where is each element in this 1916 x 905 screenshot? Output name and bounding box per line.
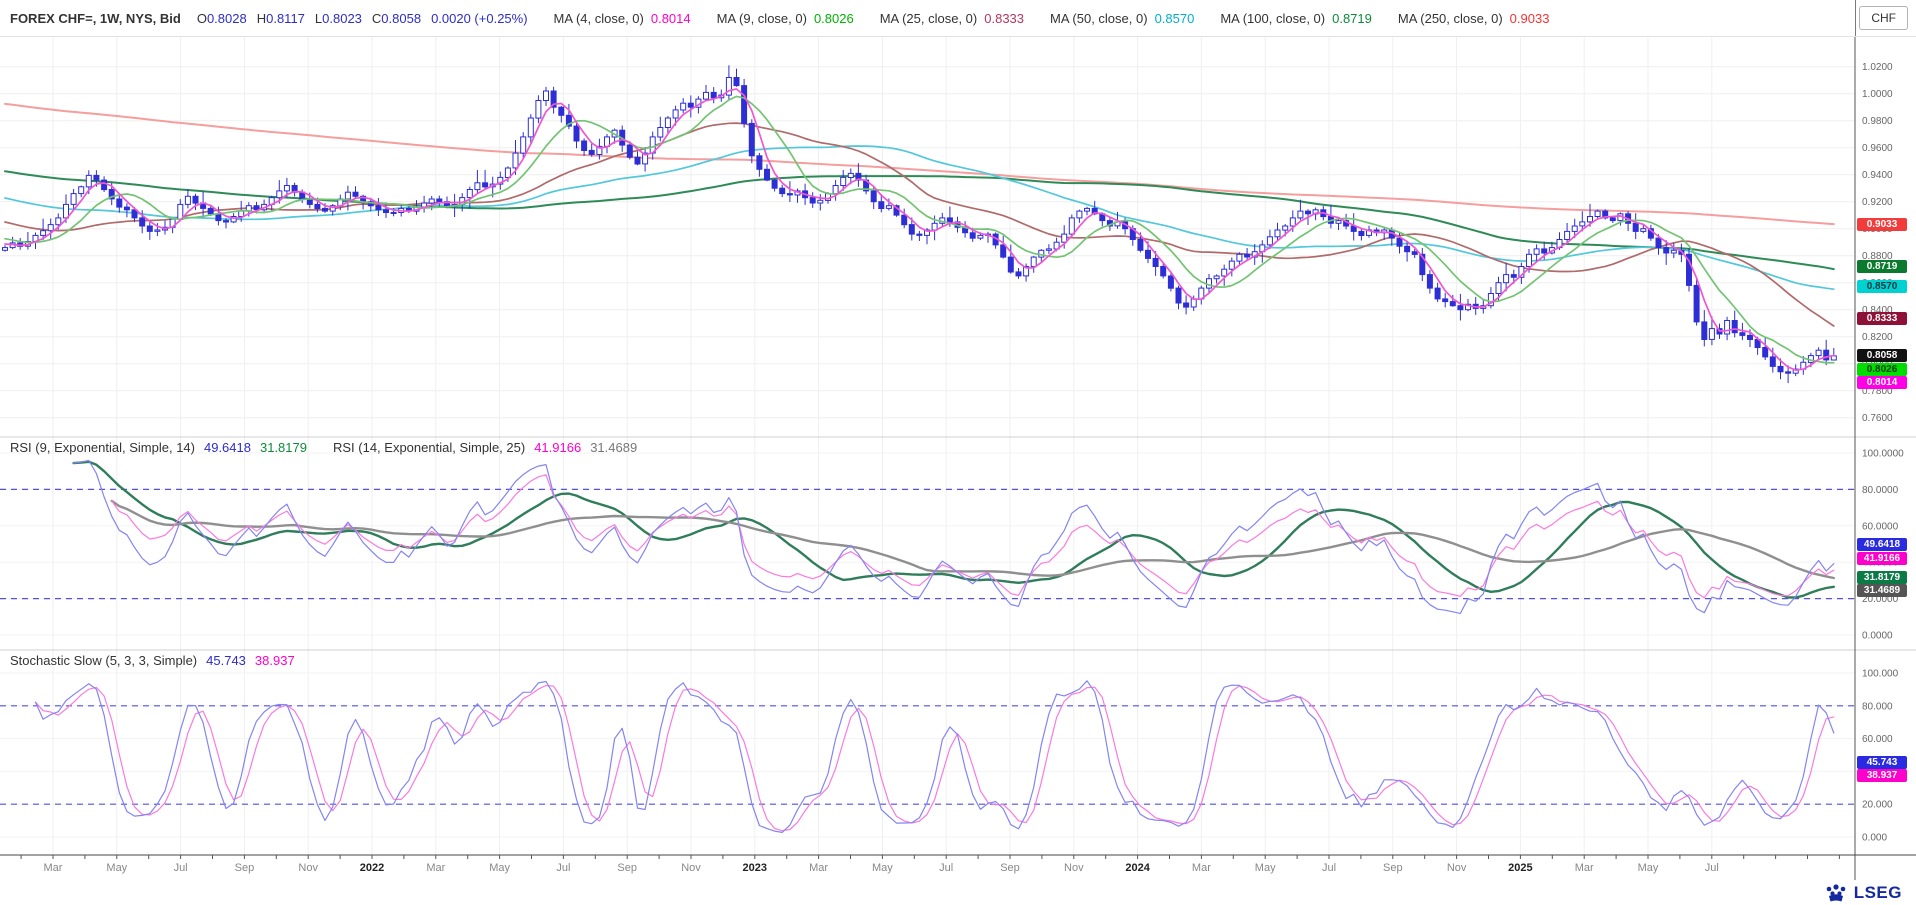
ma-legend: MA (4, close, 0) 0.8014 MA (9, close, 0) 0.… bbox=[528, 11, 1550, 26]
svg-text:0.0000: 0.0000 bbox=[1862, 631, 1893, 642]
legend-text: RSI (14, Exponential, Simple, 25) bbox=[332, 440, 526, 455]
svg-text:Sep: Sep bbox=[1000, 862, 1020, 874]
svg-text:20.000: 20.000 bbox=[1862, 800, 1893, 811]
ma-legend-item[interactable]: MA (50, close, 0) 0.8570 bbox=[1050, 10, 1195, 26]
svg-text:Nov: Nov bbox=[1447, 862, 1467, 874]
lseg-logo-icon bbox=[1826, 883, 1846, 901]
svg-text:100.000: 100.000 bbox=[1862, 669, 1899, 680]
svg-text:0.9600: 0.9600 bbox=[1862, 143, 1893, 154]
svg-text:1.0200: 1.0200 bbox=[1862, 62, 1893, 73]
svg-text:20.0000: 20.0000 bbox=[1862, 594, 1899, 605]
svg-text:40.0000: 40.0000 bbox=[1862, 558, 1899, 569]
svg-text:Nov: Nov bbox=[681, 862, 701, 874]
stochastic-indicator-legend[interactable]: Stochastic Slow (5, 3, 3, Simple) 45.743 3… bbox=[10, 653, 304, 668]
lseg-logo-text: LSEG bbox=[1853, 883, 1902, 902]
chart-area[interactable]: 1.0200 1.0000 0.9800 0.9600 0.9400 0.9200 0.90… bbox=[0, 36, 1916, 880]
footer: LSEG bbox=[0, 880, 1916, 905]
svg-text:0.9200: 0.9200 bbox=[1862, 197, 1893, 208]
svg-text:1.0000: 1.0000 bbox=[1862, 89, 1893, 100]
svg-text:0.8200: 0.8200 bbox=[1862, 332, 1893, 343]
legend-text: 31.4689 bbox=[590, 440, 638, 455]
legend-text: 31.8179 bbox=[259, 440, 307, 455]
svg-text:0.9800: 0.9800 bbox=[1862, 116, 1893, 127]
svg-text:100.0000: 100.0000 bbox=[1862, 449, 1904, 460]
svg-text:0.7800: 0.7800 bbox=[1862, 386, 1893, 397]
svg-text:80.0000: 80.0000 bbox=[1862, 485, 1899, 496]
svg-text:Mar: Mar bbox=[1192, 862, 1211, 874]
svg-text:0.000: 0.000 bbox=[1862, 833, 1887, 844]
lseg-logo: LSEG bbox=[1825, 883, 1902, 903]
svg-text:0.9000: 0.9000 bbox=[1862, 224, 1893, 235]
svg-text:80.000: 80.000 bbox=[1862, 701, 1893, 712]
ohlc-readout: O0.8028 H0.8117 L0.8023 C0.8058 0.0020 (+0.2… bbox=[197, 11, 528, 26]
ohlc-pair: L0.8023 bbox=[314, 10, 362, 26]
change-readout: 0.0020 (+0.25%) bbox=[431, 10, 528, 26]
chart-canvas[interactable]: 1.0200 1.0000 0.9800 0.9600 0.9400 0.9200 0.90… bbox=[0, 36, 1916, 880]
header-axis-separator bbox=[1855, 0, 1856, 36]
svg-text:May: May bbox=[106, 862, 127, 874]
legend-text: RSI (9, Exponential, Simple, 14) bbox=[10, 440, 195, 455]
ma-legend-item[interactable]: MA (25, close, 0) 0.8333 bbox=[879, 10, 1025, 26]
svg-text:Jul: Jul bbox=[174, 862, 188, 874]
ma-legend-item[interactable]: MA (100, close, 0) 0.8719 bbox=[1220, 10, 1372, 26]
svg-text:Jul: Jul bbox=[939, 862, 953, 874]
svg-text:Mar: Mar bbox=[809, 862, 828, 874]
svg-text:40.000: 40.000 bbox=[1862, 767, 1893, 778]
ma-legend-item[interactable]: MA (4, close, 0) 0.8014 bbox=[553, 10, 691, 26]
legend-text: 49.6418 bbox=[203, 440, 251, 455]
svg-text:May: May bbox=[1255, 862, 1276, 874]
svg-text:Nov: Nov bbox=[298, 862, 318, 874]
legend-text: Stochastic Slow (5, 3, 3, Simple) bbox=[10, 653, 198, 668]
svg-text:0.9400: 0.9400 bbox=[1862, 170, 1893, 181]
ohlc-pair: O0.8028 bbox=[196, 10, 247, 26]
svg-text:May: May bbox=[872, 862, 893, 874]
svg-text:Jul: Jul bbox=[1705, 862, 1719, 874]
ohlc-pair: C0.8058 bbox=[371, 10, 422, 26]
svg-text:Mar: Mar bbox=[44, 862, 63, 874]
legend-text: 45.743 bbox=[206, 653, 246, 668]
ohlc-pair: H0.8117 bbox=[256, 10, 305, 26]
svg-text:Jul: Jul bbox=[556, 862, 570, 874]
svg-text:2024: 2024 bbox=[1125, 862, 1150, 874]
svg-text:Jul: Jul bbox=[1322, 862, 1336, 874]
svg-text:60.000: 60.000 bbox=[1862, 734, 1893, 745]
currency-button[interactable]: CHF bbox=[1859, 6, 1908, 30]
svg-text:0.8600: 0.8600 bbox=[1862, 278, 1893, 289]
svg-text:Sep: Sep bbox=[1383, 862, 1403, 874]
chart-header: FOREX CHF=, 1W, NYS, Bid O0.8028 H0.8117 L… bbox=[0, 0, 1916, 37]
svg-text:Sep: Sep bbox=[617, 862, 637, 874]
svg-text:Sep: Sep bbox=[235, 862, 255, 874]
instrument-title[interactable]: FOREX CHF=, 1W, NYS, Bid bbox=[10, 10, 181, 26]
svg-text:2025: 2025 bbox=[1508, 862, 1532, 874]
ma-legend-item[interactable]: MA (250, close, 0) 0.9033 bbox=[1397, 10, 1550, 26]
svg-text:0.8800: 0.8800 bbox=[1862, 251, 1893, 262]
legend-text: 38.937 bbox=[254, 653, 295, 668]
svg-text:2022: 2022 bbox=[360, 862, 384, 874]
svg-text:0.8000: 0.8000 bbox=[1862, 359, 1893, 370]
svg-text:Mar: Mar bbox=[1575, 862, 1594, 874]
legend-text: 41.9166 bbox=[534, 440, 582, 455]
svg-text:0.8400: 0.8400 bbox=[1862, 305, 1893, 316]
svg-text:May: May bbox=[489, 862, 510, 874]
svg-text:Mar: Mar bbox=[426, 862, 445, 874]
svg-text:Nov: Nov bbox=[1064, 862, 1084, 874]
ma-legend-item[interactable]: MA (9, close, 0) 0.8026 bbox=[716, 10, 854, 26]
svg-text:May: May bbox=[1638, 862, 1659, 874]
svg-text:60.0000: 60.0000 bbox=[1862, 521, 1899, 532]
svg-text:2023: 2023 bbox=[743, 862, 767, 874]
rsi-indicator-legend[interactable]: RSI (9, Exponential, Simple, 14) 49.6418 3… bbox=[10, 440, 646, 455]
svg-text:0.7600: 0.7600 bbox=[1862, 413, 1893, 424]
